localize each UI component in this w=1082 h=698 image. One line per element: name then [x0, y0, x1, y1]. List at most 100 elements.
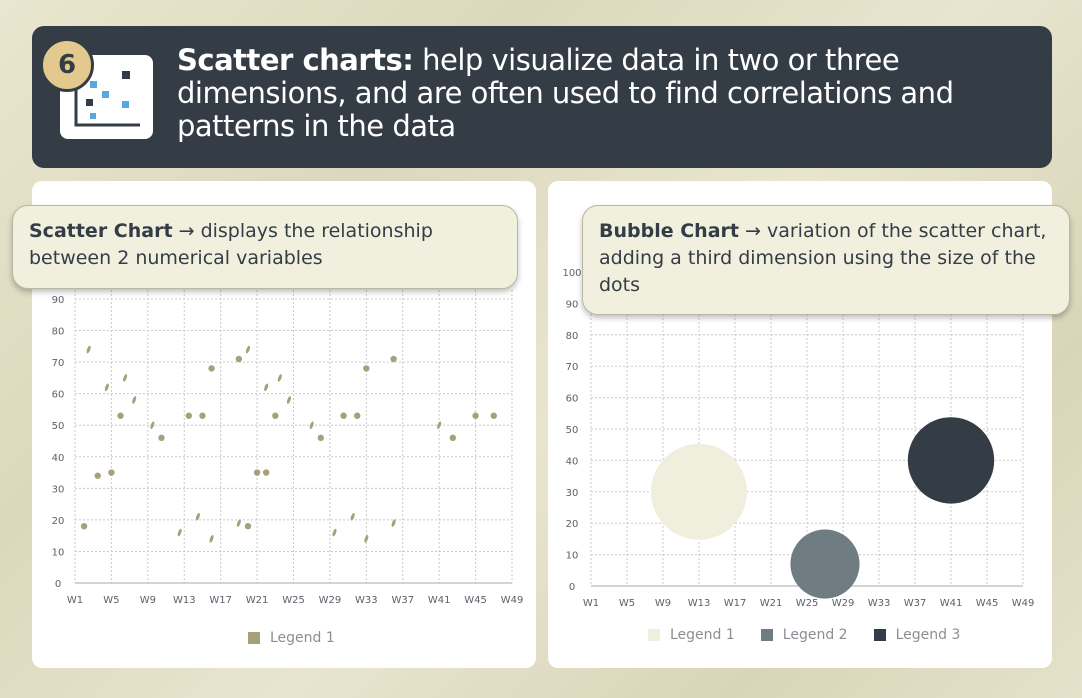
scatter-point: [437, 421, 442, 430]
bubble-y-tick-label: 50: [566, 425, 579, 436]
bubble-legend-label-1: Legend 1: [670, 627, 735, 643]
bubble-legend-label-3: Legend 3: [895, 627, 961, 643]
scatter-point: [123, 374, 128, 382]
scatter-point: [86, 345, 91, 354]
bubble-y-tick-label: 70: [566, 362, 579, 373]
scatter-y-tick-label: 20: [52, 516, 65, 527]
scatter-legend-item: Legend 1: [248, 630, 335, 646]
bubble-y-tick-label: 60: [566, 394, 579, 405]
scatter-x-tick-label: W17: [209, 595, 232, 606]
scatter-point: [332, 528, 337, 537]
scatter-point: [277, 374, 282, 382]
scatter-y-tick-label: 90: [52, 295, 65, 306]
scatter-legend-label: Legend 1: [270, 630, 335, 646]
scatter-x-tick-label: W1: [67, 595, 83, 606]
bubble-x-tick-label: W45: [976, 598, 999, 609]
scatter-point: [309, 421, 314, 430]
scatter-point: [104, 383, 109, 392]
scatter-point: [236, 519, 241, 527]
scatter-x-tick-label: W45: [464, 595, 487, 606]
scatter-point: [199, 412, 206, 419]
bubble-1: [651, 443, 747, 540]
bubble-callout-arrow: →: [745, 220, 761, 242]
bubble-y-tick-label: 100: [562, 268, 581, 279]
scatter-marks: [80, 345, 497, 543]
scatter-point: [391, 519, 396, 527]
scatter-point: [245, 345, 251, 354]
bubble-x-tick-label: W25: [796, 598, 819, 609]
scatter-y-tick-label: 30: [52, 484, 65, 495]
scatter-x-tick-label: W5: [103, 595, 119, 606]
scatter-x-tick-label: W21: [246, 595, 269, 606]
scatter-point: [158, 434, 165, 442]
bubble-legend-item-3: Legend 3: [873, 627, 961, 643]
bubble-marks: [651, 417, 995, 599]
scatter-y-tick-label: 70: [52, 358, 65, 369]
bubble-legend-label-2: Legend 2: [782, 627, 848, 643]
scatter-point: [177, 528, 182, 537]
scatter-y-tick-label: 60: [52, 390, 65, 401]
scatter-point: [364, 535, 369, 543]
scatter-point: [472, 412, 479, 419]
bubble-x-tick-label: W5: [619, 598, 635, 609]
scatter-point: [317, 434, 325, 442]
scatter-point: [286, 396, 291, 404]
bubble-3: [907, 417, 995, 504]
scatter-point: [350, 512, 355, 521]
bubble-x-tick-label: W17: [724, 598, 747, 609]
bubble-x-tick-label: W29: [832, 598, 855, 609]
bubble-y-tick-label: 90: [566, 299, 579, 310]
scatter-point: [340, 412, 347, 419]
scatter-axis-labels: W1 W5 W9 W13 W17 W21 W25 W29 W33 W37 W41 W45 W49 0 10 2…: [52, 295, 524, 606]
scatter-x-tick-label: W29: [319, 595, 342, 606]
bubble-axis-labels: W1 W5 W9 W13 W17 W21 W25 W29 W33 W37 W41 W45 W49 0 10 2…: [562, 268, 1034, 609]
scatter-legend: Legend 1: [248, 630, 361, 646]
section-number-badge: 6: [40, 38, 94, 92]
bubble-x-tick-label: W37: [904, 598, 927, 609]
bubble-2: [790, 529, 860, 599]
scatter-y-tick-label: 50: [52, 421, 65, 432]
scatter-y-tick-label: 0: [55, 579, 61, 590]
scatter-point: [80, 523, 88, 530]
scatter-callout-text: displays the relationship between 2 nume…: [29, 220, 433, 269]
scatter-callout-arrow: →: [178, 220, 195, 242]
scatter-point: [209, 535, 214, 543]
scatter-point: [185, 412, 193, 419]
scatter-y-tick-label: 40: [52, 453, 65, 464]
scatter-point: [150, 421, 155, 430]
scatter-point: [363, 365, 370, 372]
bubble-legend-swatch-2: [760, 629, 773, 641]
scatter-y-tick-label: 10: [52, 547, 65, 558]
scatter-point: [132, 396, 137, 404]
scatter-point: [253, 469, 261, 476]
scatter-point: [354, 412, 361, 419]
scatter-callout-title: Scatter Chart: [29, 220, 173, 242]
bubble-x-tick-label: W9: [655, 598, 671, 609]
header-title-rest: help visualize data in two or three dime…: [177, 43, 954, 143]
scatter-point: [272, 412, 279, 419]
header-title-bold: Scatter charts:: [177, 43, 414, 77]
scatter-point: [262, 469, 270, 476]
bubble-y-tick-label: 20: [566, 519, 579, 530]
scatter-callout: Scatter Chart → displays the relationshi…: [12, 205, 518, 289]
bubble-y-tick-label: 80: [566, 331, 579, 342]
bubble-x-tick-label: W1: [583, 598, 599, 609]
bubble-x-tick-label: W13: [688, 598, 711, 609]
scatter-point: [195, 512, 200, 521]
bubble-x-tick-label: W21: [760, 598, 783, 609]
bubble-callout-title: Bubble Chart: [599, 220, 739, 242]
scatter-x-tick-label: W13: [173, 595, 196, 606]
bubble-legend-item-2: Legend 2: [760, 627, 848, 643]
scatter-point: [108, 469, 115, 476]
scatter-point: [117, 412, 124, 419]
scatter-point: [94, 472, 101, 479]
bubble-callout: Bubble Chart → variation of the scatter …: [582, 205, 1070, 315]
scatter-x-tick-label: W33: [355, 595, 378, 606]
bubble-legend-swatch-1: [648, 629, 660, 641]
bubble-legend-swatch-3: [873, 629, 886, 641]
scatter-grid: [74, 290, 513, 584]
scatter-point: [264, 383, 269, 392]
bubble-legend: Legend 1 Legend 2 Legend 3: [648, 627, 986, 643]
bubble-x-tick-label: W49: [1012, 598, 1035, 609]
scatter-x-tick-label: W41: [428, 595, 451, 606]
